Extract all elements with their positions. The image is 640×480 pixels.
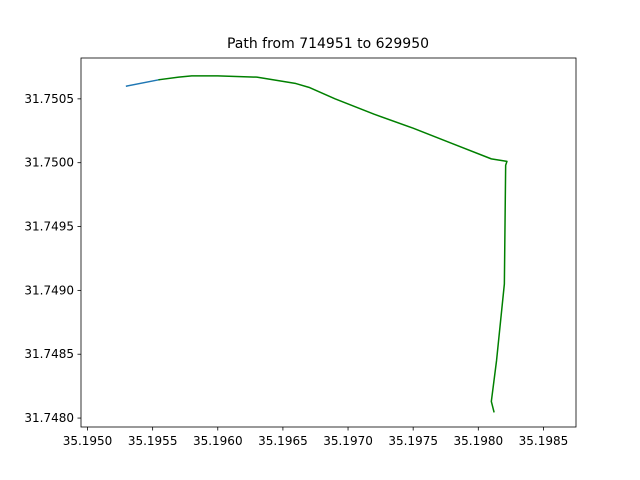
x-axis: 35.1950 35.1955 35.1960 35.1965 35.1970 35.19… — [63, 427, 569, 448]
x-tick-label: 35.1950 — [63, 434, 113, 448]
y-tick-label: 31.7490 — [24, 283, 74, 297]
x-tick-label: 35.1980 — [453, 434, 503, 448]
x-tick-label: 35.1960 — [193, 434, 243, 448]
x-tick-label: 35.1965 — [258, 434, 308, 448]
x-tick-label: 35.1955 — [128, 434, 178, 448]
series-layer — [125, 75, 508, 413]
y-tick-label: 31.7500 — [24, 156, 74, 170]
y-axis: 31.7480 31.7485 31.7490 31.7495 31.7500 31.75… — [24, 92, 81, 425]
x-tick-label: 35.1970 — [323, 434, 373, 448]
x-tick-label: 35.1985 — [519, 434, 569, 448]
series-line-1 — [125, 78, 161, 87]
x-tick-label: 35.1975 — [388, 434, 438, 448]
y-tick-label: 31.7495 — [24, 220, 74, 234]
axes-frame — [80, 57, 577, 428]
y-tick-label: 31.7505 — [24, 92, 74, 106]
chart-title: Path from 714951 to 629950 — [227, 36, 429, 52]
y-tick-label: 31.7480 — [24, 411, 74, 425]
series-line-2 — [158, 75, 508, 413]
y-tick-label: 31.7485 — [24, 347, 74, 361]
